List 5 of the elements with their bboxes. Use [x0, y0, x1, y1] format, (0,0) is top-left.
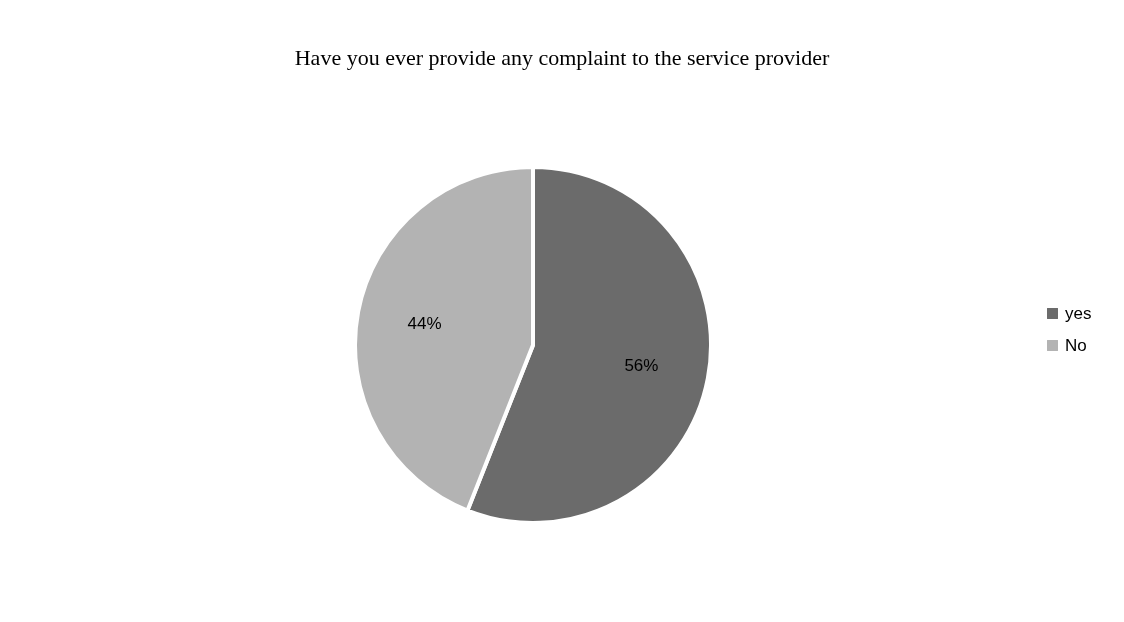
legend-label: No [1065, 335, 1087, 355]
data-label: 56% [624, 355, 659, 375]
chart-title: Have you ever provide any complaint to the service provider [294, 45, 830, 70]
data-label: 44% [407, 314, 442, 334]
legend-label: yes [1065, 303, 1092, 323]
